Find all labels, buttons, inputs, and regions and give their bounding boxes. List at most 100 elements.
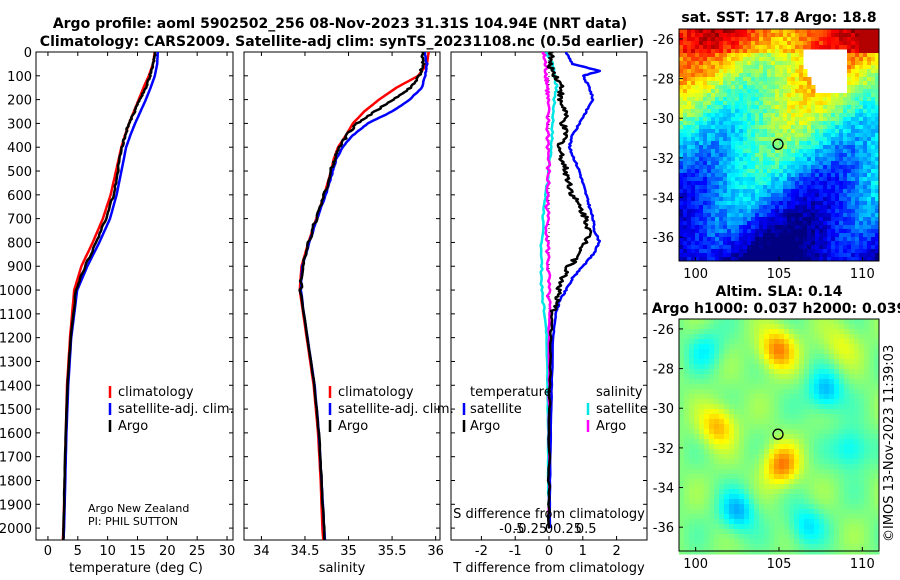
map-cell (794, 454, 800, 460)
map-cell (774, 514, 780, 520)
map-cell (679, 89, 684, 94)
map-cell (771, 73, 776, 78)
map-cell (799, 449, 805, 455)
map-cell (834, 549, 840, 555)
map-cell (731, 169, 736, 174)
map-cell (695, 129, 700, 134)
map-cell (875, 85, 880, 90)
map-cell (751, 221, 756, 226)
map-cell (794, 509, 800, 515)
map-cell (704, 454, 710, 460)
map-cell (859, 344, 865, 350)
map-cell (804, 544, 810, 550)
map-cell (747, 241, 752, 246)
map-cell (779, 181, 784, 186)
map-cell (823, 173, 828, 178)
map-cell (695, 201, 700, 206)
map-cell (809, 479, 815, 485)
map-cell (839, 245, 844, 250)
map-cell (694, 444, 700, 450)
map-cell (735, 141, 740, 146)
map-cell (864, 334, 870, 340)
map-cell (707, 217, 712, 222)
map-cell (794, 409, 800, 415)
map-cell (683, 93, 688, 98)
map-cell (795, 141, 800, 146)
map-cell (719, 69, 724, 74)
map-cell (829, 464, 835, 470)
map-cell (871, 129, 876, 134)
map-cell (744, 404, 750, 410)
map-cell (875, 153, 880, 158)
map-cell (691, 105, 696, 110)
map-cell (683, 157, 688, 162)
map-cell (767, 185, 772, 190)
map-cell (794, 519, 800, 525)
map-cell (689, 464, 695, 470)
map-cell (739, 233, 744, 238)
map-cell (739, 89, 744, 94)
map-cell (819, 45, 824, 50)
map-cell (787, 173, 792, 178)
map-cell (789, 434, 795, 440)
map-cell (727, 173, 732, 178)
map-cell (794, 449, 800, 455)
map-cell (827, 153, 832, 158)
map-cell (767, 57, 772, 62)
map-cell (763, 165, 768, 170)
map-cell (723, 157, 728, 162)
map-cell (684, 334, 690, 340)
map-cell (755, 209, 760, 214)
map-cell (739, 249, 744, 254)
map-cell (775, 113, 780, 118)
map-cell (799, 229, 804, 234)
map-cell (735, 109, 740, 114)
map-cell (679, 121, 684, 126)
map-cell (849, 369, 855, 375)
map-cell (814, 329, 820, 335)
map-cell (704, 399, 710, 405)
map-cell (799, 334, 805, 340)
map-cell (859, 324, 865, 330)
map-cell (827, 209, 832, 214)
map-cell (791, 53, 796, 58)
map-cell (867, 125, 872, 130)
map-cell (819, 169, 824, 174)
map-cell (763, 101, 768, 106)
x-tick-label: 34.5 (291, 544, 320, 559)
map-cell (809, 369, 815, 375)
map-cell (829, 409, 835, 415)
map-cell (804, 394, 810, 400)
map-cell (867, 129, 872, 134)
map-cell (855, 181, 860, 186)
map-cell (799, 384, 805, 390)
map-cell (835, 229, 840, 234)
map-cell (779, 197, 784, 202)
map-cell (711, 41, 716, 46)
map-cell (831, 37, 836, 42)
map-cell (875, 145, 880, 150)
map-cell (699, 217, 704, 222)
map-cell (759, 33, 764, 38)
map-cell (824, 484, 830, 490)
map-cell (799, 249, 804, 254)
map-cell (827, 221, 832, 226)
map-cell (803, 169, 808, 174)
map-cell (724, 459, 730, 465)
map-cell (703, 101, 708, 106)
map-cell (839, 173, 844, 178)
map-cell (784, 509, 790, 515)
map-cell (835, 37, 840, 42)
map-cell (864, 324, 870, 330)
map-cell (734, 524, 740, 530)
map-cell (719, 419, 725, 425)
map-cell (815, 249, 820, 254)
map-cell (764, 504, 770, 510)
map-cell (875, 217, 880, 222)
map-cell (764, 319, 770, 325)
map-cell (824, 519, 830, 525)
map-cell (739, 384, 745, 390)
map-cell (794, 349, 800, 355)
map-cell (723, 93, 728, 98)
map-cell (731, 249, 736, 254)
